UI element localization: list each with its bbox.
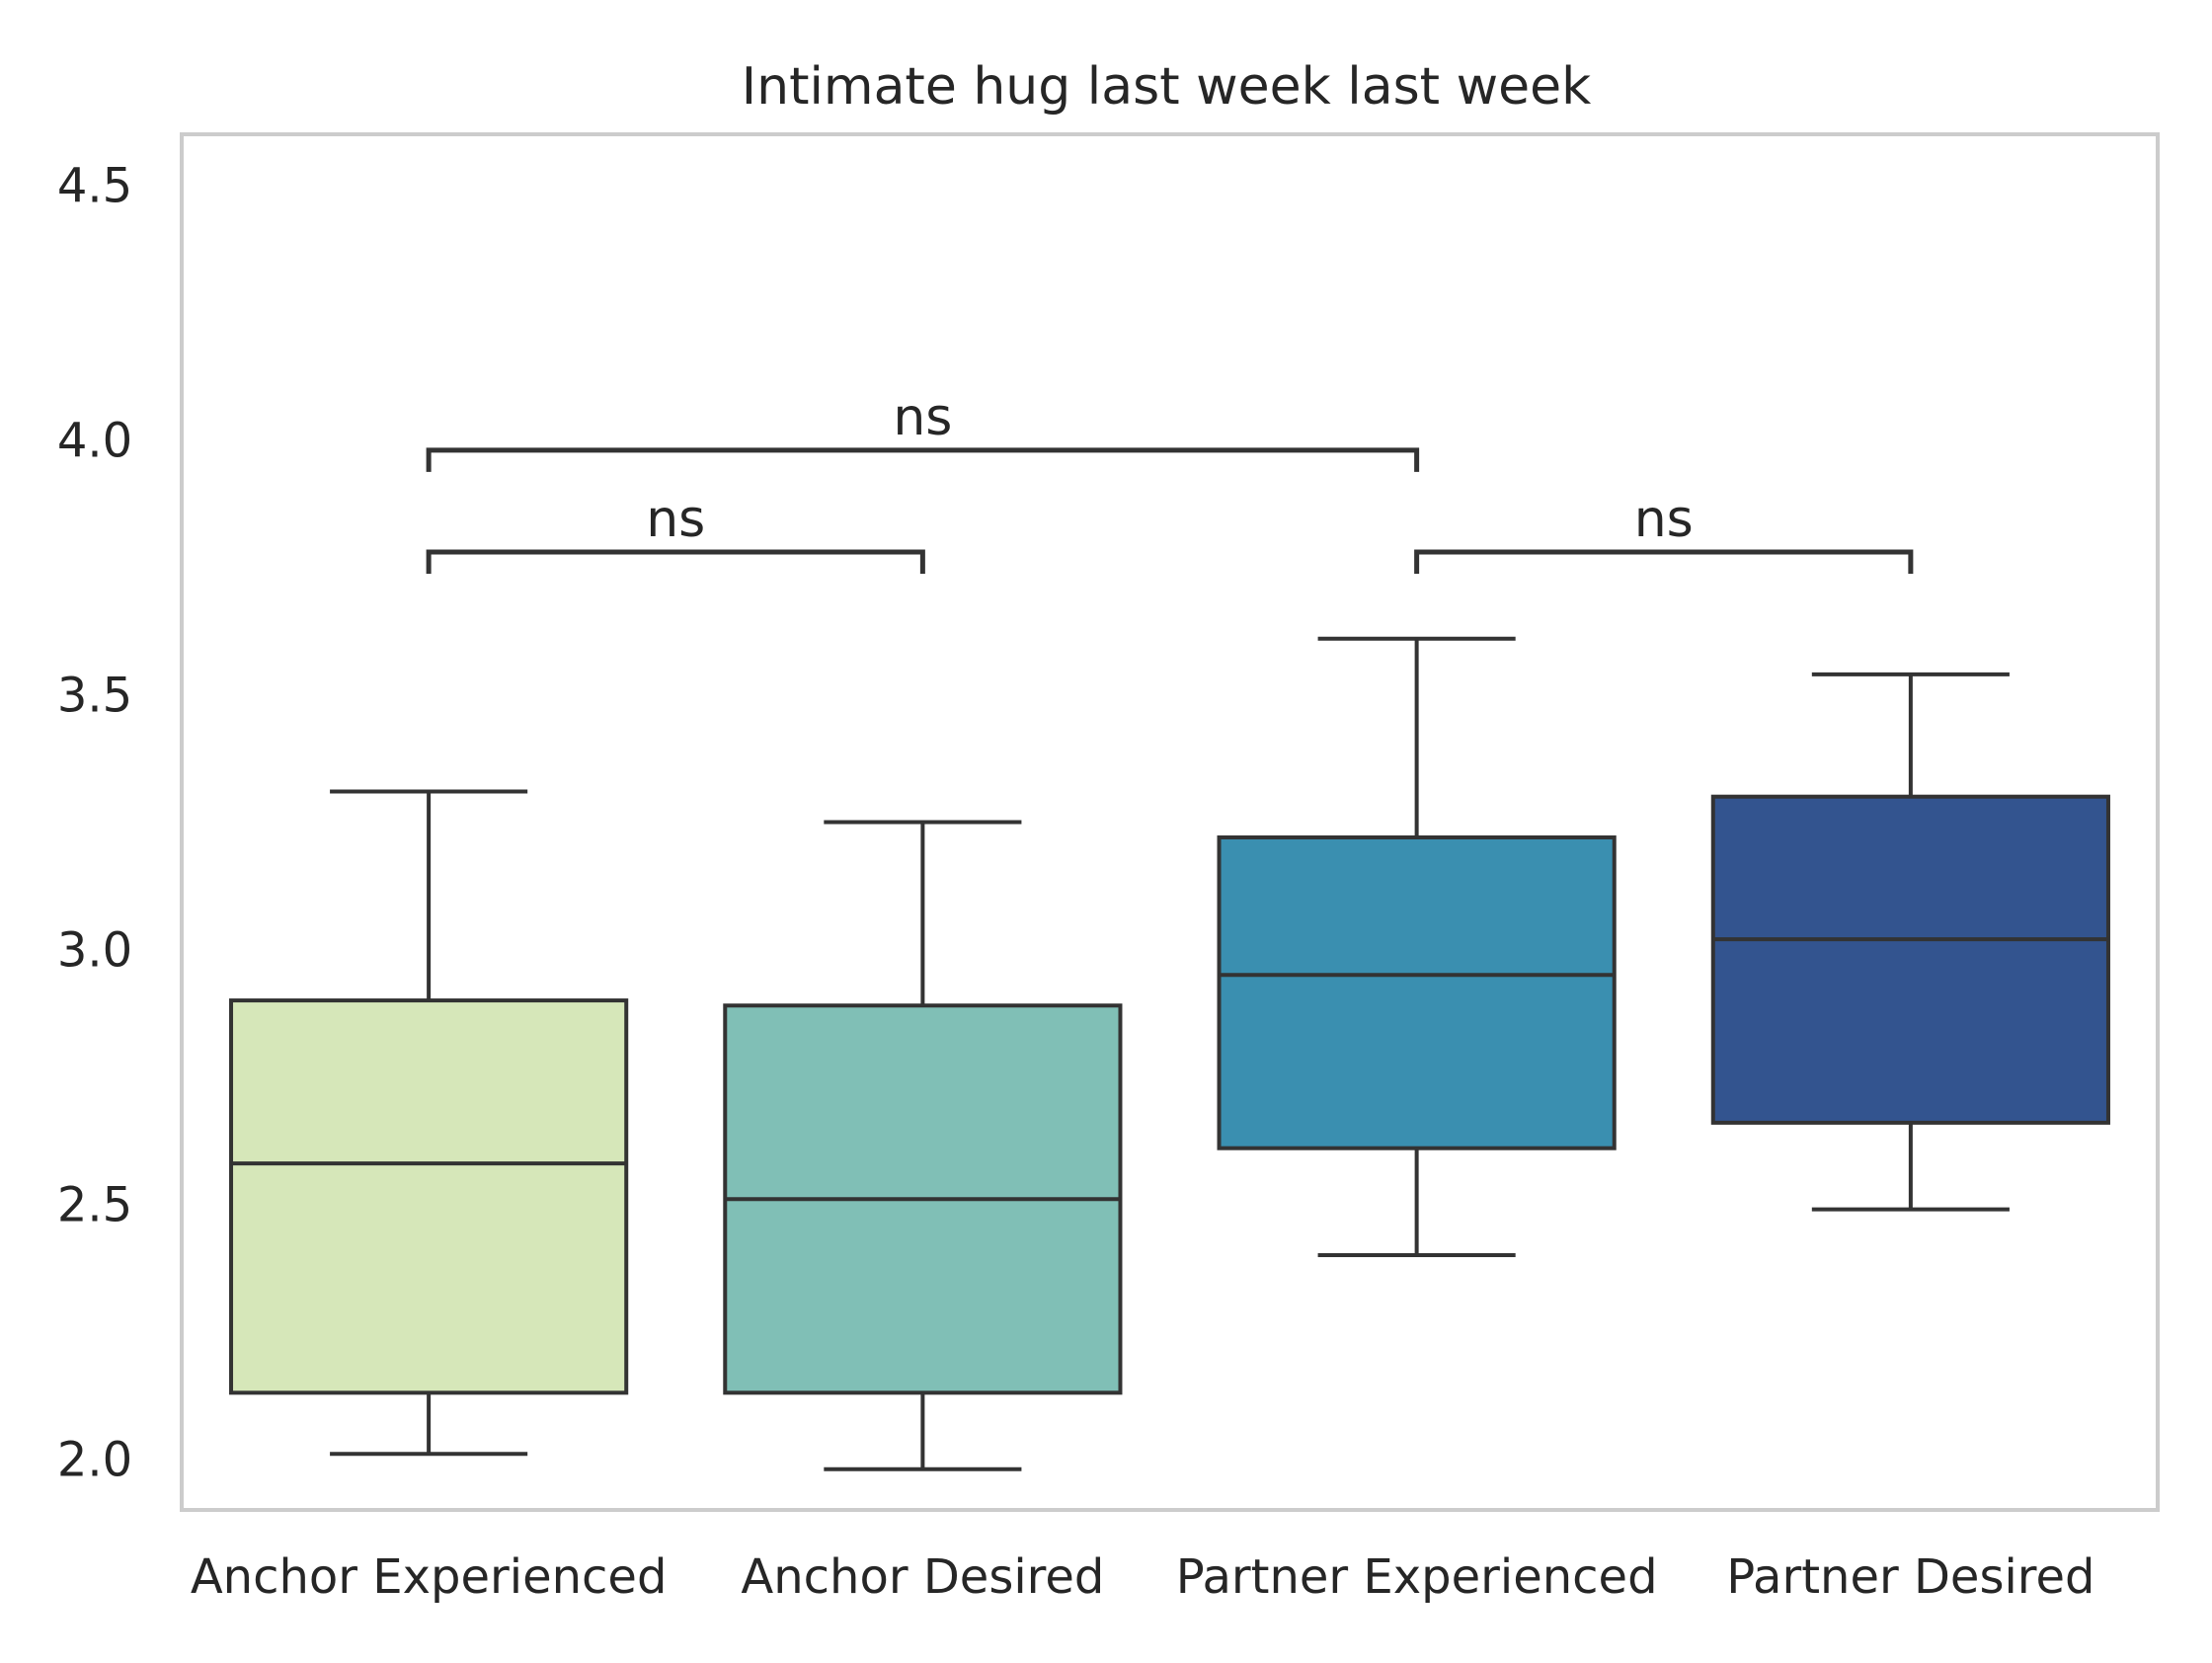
significance-bracket (426, 447, 1420, 472)
plot-frame (180, 132, 2160, 1512)
chart-title: Intimate hug last week last week (742, 57, 1591, 117)
box-iqr (229, 998, 629, 1395)
box-anchor-experienced (229, 789, 629, 1457)
box-partner-experienced (1217, 636, 1617, 1258)
y-tick-label: 2.5 (57, 1177, 132, 1232)
y-tick-label: 2.0 (57, 1432, 132, 1487)
y-tick-label: 3.5 (57, 669, 132, 724)
significance-bracket (1414, 549, 1914, 575)
boxes-group (229, 636, 2110, 1471)
box-anchor-desired (723, 820, 1123, 1471)
x-tick-label: Anchor Experienced (191, 1549, 668, 1605)
box-iqr (1217, 834, 1617, 1150)
significance-label: ns (893, 388, 952, 447)
x-tick-label: Partner Experienced (1176, 1549, 1658, 1605)
x-axis-ticks: Anchor Experienced Anchor Desired Partner … (191, 1549, 2095, 1605)
significance-bracket (426, 549, 925, 575)
y-tick-label: 3.0 (57, 922, 132, 978)
y-tick-label: 4.0 (57, 414, 132, 469)
y-tick-label: 4.5 (57, 159, 132, 214)
x-tick-label: Partner Desired (1726, 1549, 2094, 1605)
y-axis-ticks: 2.0 2.5 3.0 3.5 4.0 4.5 (57, 159, 132, 1488)
significance-annotations: ns ns ns (426, 388, 1914, 575)
significance-label: ns (646, 490, 705, 549)
significance-label: ns (1634, 490, 1694, 549)
x-tick-label: Anchor Desired (741, 1549, 1104, 1605)
box-iqr (1710, 794, 2110, 1125)
box-partner-desired (1710, 672, 2110, 1212)
